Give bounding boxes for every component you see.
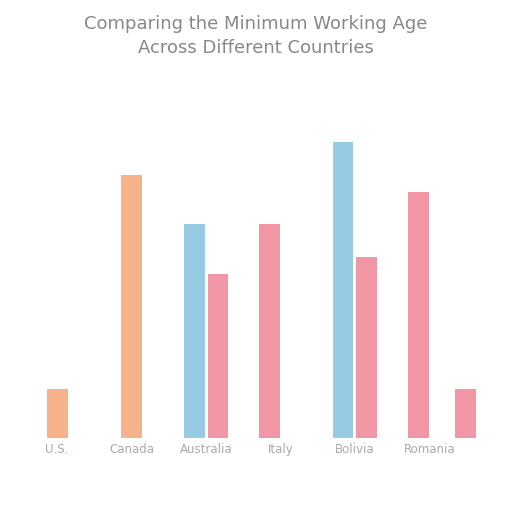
Bar bbox=[333, 142, 353, 438]
Bar bbox=[455, 389, 476, 438]
Bar bbox=[207, 274, 228, 438]
Text: Comparing the Minimum Working Age
Across Different Countries: Comparing the Minimum Working Age Across… bbox=[84, 15, 428, 57]
Bar bbox=[47, 389, 68, 438]
Bar bbox=[121, 175, 142, 438]
Bar bbox=[259, 224, 280, 438]
Bar bbox=[356, 258, 377, 438]
Bar bbox=[408, 191, 429, 438]
Bar bbox=[184, 224, 204, 438]
